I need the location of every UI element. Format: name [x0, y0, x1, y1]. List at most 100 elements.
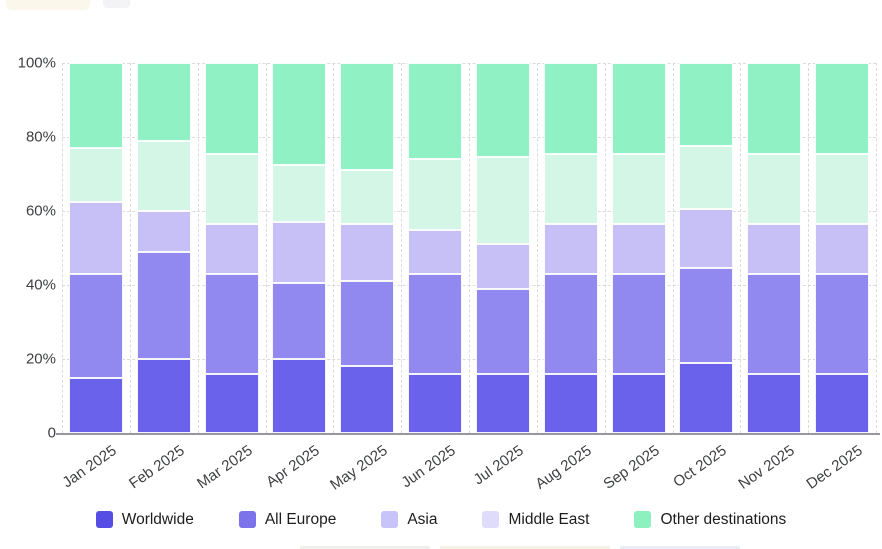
- bar-segment-middle-east[interactable]: [475, 157, 530, 245]
- bar-segment-all-europe[interactable]: [543, 273, 598, 374]
- bar-segment-worldwide[interactable]: [68, 377, 123, 433]
- bar-segment-all-europe[interactable]: [272, 283, 327, 359]
- legend-item-all-europe[interactable]: All Europe: [238, 511, 336, 528]
- bar-segment-other-destinations[interactable]: [204, 63, 259, 154]
- legend-item-middle-east[interactable]: Middle East: [482, 511, 589, 528]
- v-gridline: [469, 63, 470, 433]
- stacked-bar: [408, 63, 463, 433]
- y-axis-tick-label: 100%: [17, 54, 56, 72]
- v-gridline: [740, 63, 742, 433]
- x-axis-tick-label: Dec 2025: [803, 442, 866, 493]
- bar-segment-middle-east[interactable]: [815, 153, 870, 224]
- bar-segment-asia[interactable]: [815, 223, 870, 274]
- legend-swatch-icon: [634, 511, 652, 528]
- bar-segment-worldwide[interactable]: [815, 373, 870, 433]
- bar-segment-worldwide[interactable]: [340, 366, 395, 433]
- bar-segment-all-europe[interactable]: [475, 288, 530, 374]
- bar-segment-all-europe[interactable]: [204, 273, 259, 374]
- bar-segment-middle-east[interactable]: [136, 140, 191, 212]
- bar-segment-all-europe[interactable]: [747, 273, 802, 374]
- bar-segment-worldwide[interactable]: [679, 362, 734, 433]
- bar-segment-asia[interactable]: [747, 223, 802, 274]
- bar-segment-asia[interactable]: [272, 222, 327, 284]
- v-gridline: [536, 63, 538, 433]
- v-gridline: [333, 63, 335, 433]
- bar-segment-asia[interactable]: [543, 223, 598, 274]
- x-axis-tick-label: Nov 2025: [735, 442, 799, 493]
- bar-segment-worldwide[interactable]: [747, 373, 802, 433]
- bar-segment-other-destinations[interactable]: [408, 63, 463, 160]
- bar-segment-other-destinations[interactable]: [68, 63, 123, 149]
- stacked-bar: [204, 63, 259, 433]
- bar-segment-other-destinations[interactable]: [543, 63, 598, 154]
- bar-segment-other-destinations[interactable]: [747, 63, 802, 154]
- bar-segment-middle-east[interactable]: [543, 153, 598, 224]
- bar-segment-other-destinations[interactable]: [475, 63, 530, 158]
- bar-segment-other-destinations[interactable]: [611, 63, 666, 154]
- bar-segment-other-destinations[interactable]: [815, 63, 870, 154]
- bar-segment-asia[interactable]: [408, 229, 463, 274]
- bar-segment-worldwide[interactable]: [475, 373, 530, 433]
- stacked-bar: [815, 63, 870, 433]
- v-gridline: [604, 63, 606, 433]
- stacked-bar: [611, 63, 666, 433]
- bar-segment-middle-east[interactable]: [679, 146, 734, 210]
- y-axis-tick-label: 20%: [25, 350, 56, 368]
- bar-segment-other-destinations[interactable]: [136, 63, 191, 141]
- x-axis-tick-label: Jan 2025: [59, 442, 120, 492]
- legend-item-asia[interactable]: Asia: [381, 511, 437, 528]
- bar-segment-middle-east[interactable]: [340, 170, 395, 224]
- stacked-bar: [679, 63, 734, 433]
- bar-segment-middle-east[interactable]: [204, 153, 259, 224]
- bar-segment-all-europe[interactable]: [408, 273, 463, 374]
- bar-segment-middle-east[interactable]: [68, 148, 123, 202]
- v-gridline: [62, 63, 63, 433]
- x-axis-line: [56, 433, 880, 435]
- legend-item-worldwide[interactable]: Worldwide: [95, 511, 194, 528]
- y-axis-tick-label: 80%: [25, 128, 56, 146]
- bar-segment-middle-east[interactable]: [747, 153, 802, 224]
- bar-segment-middle-east[interactable]: [272, 164, 327, 223]
- y-axis-tick-label: 0: [47, 424, 56, 442]
- bar-segment-all-europe[interactable]: [611, 273, 666, 374]
- bar-segment-worldwide[interactable]: [408, 373, 463, 433]
- legend-label: Worldwide: [121, 511, 194, 528]
- bar-segment-worldwide[interactable]: [543, 373, 598, 433]
- bar-segment-all-europe[interactable]: [68, 273, 123, 378]
- legend-swatch-icon: [95, 511, 113, 528]
- bar-segment-worldwide[interactable]: [272, 359, 327, 433]
- bar-segment-asia[interactable]: [136, 211, 191, 252]
- bar-segment-worldwide[interactable]: [204, 373, 259, 433]
- stacked-bar: [68, 63, 123, 433]
- bar-segment-asia[interactable]: [340, 223, 395, 282]
- v-gridline: [129, 63, 131, 433]
- bar-segment-asia[interactable]: [679, 209, 734, 269]
- bar-segment-all-europe[interactable]: [815, 273, 870, 374]
- bar-segment-worldwide[interactable]: [136, 359, 191, 433]
- legend-item-other-destinations[interactable]: Other destinations: [634, 511, 786, 528]
- bar-segment-middle-east[interactable]: [611, 153, 666, 224]
- bar-segment-other-destinations[interactable]: [340, 63, 395, 171]
- v-gridline: [197, 63, 199, 433]
- bar-segment-middle-east[interactable]: [408, 159, 463, 230]
- x-axis-tick-label: Mar 2025: [193, 442, 256, 493]
- legend-swatch-icon: [482, 511, 500, 528]
- v-gridline: [401, 63, 403, 433]
- bar-segment-all-europe[interactable]: [340, 281, 395, 367]
- bar-segment-worldwide[interactable]: [611, 373, 666, 433]
- bar-segment-other-destinations[interactable]: [679, 63, 734, 147]
- bar-segment-asia[interactable]: [611, 223, 666, 274]
- bar-segment-asia[interactable]: [204, 223, 259, 274]
- bar-segment-other-destinations[interactable]: [272, 63, 327, 165]
- stacked-bar: [272, 63, 327, 433]
- bar-segment-all-europe[interactable]: [136, 251, 191, 359]
- legend-label: Asia: [407, 511, 438, 528]
- x-axis-tick-label: May 2025: [327, 442, 392, 494]
- y-axis-tick-label: 60%: [25, 202, 56, 220]
- bar-segment-all-europe[interactable]: [679, 268, 734, 363]
- bar-segment-asia[interactable]: [475, 244, 530, 289]
- bar-segment-asia[interactable]: [68, 201, 123, 274]
- stacked-bar: [543, 63, 598, 433]
- x-axis-tick-label: Apr 2025: [263, 442, 324, 491]
